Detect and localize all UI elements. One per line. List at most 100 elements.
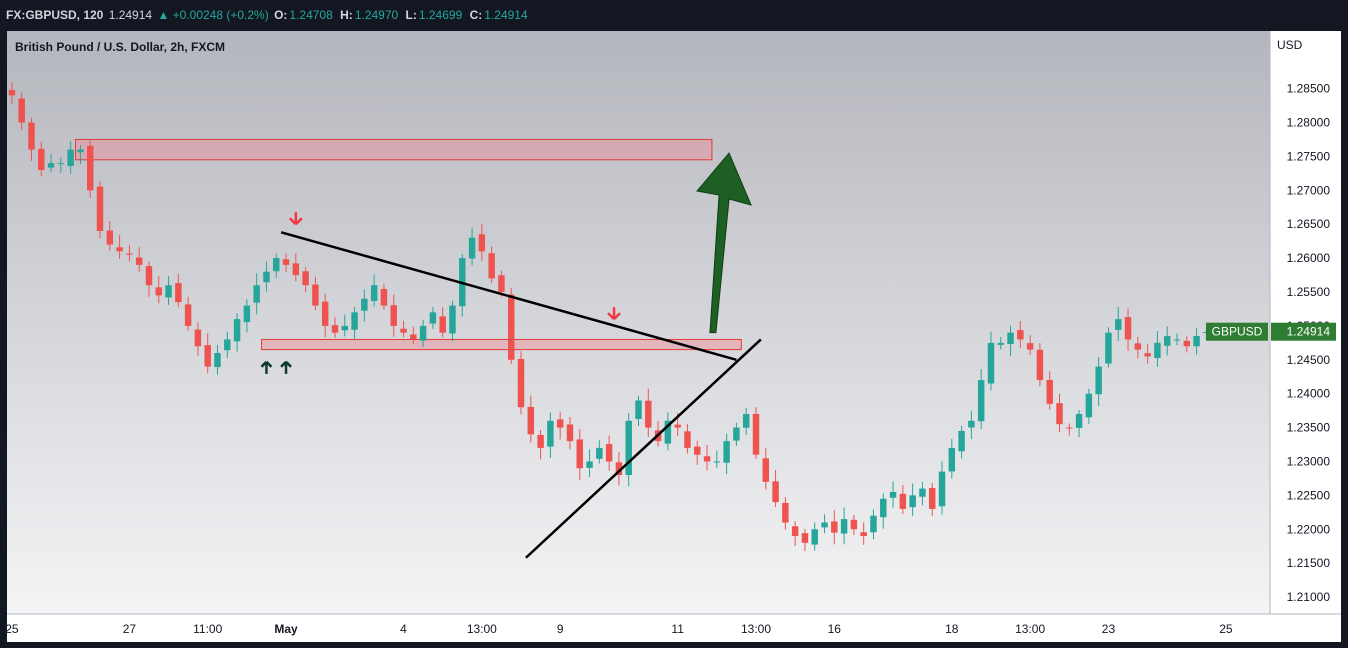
candle [507,288,515,365]
y-tick-label: 1.22500 [1287,488,1331,502]
candle [1095,357,1102,407]
candle [449,300,456,342]
y-tick-label: 1.28000 [1287,116,1331,130]
candle-body [635,400,642,419]
candle [880,493,887,529]
lower-trendline [525,338,762,559]
candle-body [410,334,417,340]
up-arrow [696,152,752,334]
candle-body [987,342,995,384]
candle [1124,308,1132,351]
candle-body [263,271,270,283]
candle [958,425,965,459]
candle-body [361,298,368,311]
candle-body [488,253,495,279]
candle [1163,326,1171,356]
candle-body [292,263,300,276]
candle-body [390,305,397,326]
candle [713,450,721,468]
symbol-header: FX:GBPUSD, 120 1.24914 ▲ +0.00248 (+0.2%… [0,0,1348,31]
candle [889,481,897,508]
candle-body [243,305,251,323]
candle [1154,331,1161,367]
y-tick-label: 1.27500 [1287,149,1331,163]
x-tick-label: 9 [557,622,564,636]
sell-marker [607,307,621,320]
candle [106,221,114,251]
candle-body [1075,414,1083,428]
candle-body [165,285,172,298]
open-label: O: [274,8,288,22]
candle [410,326,417,345]
candle-body [145,266,153,286]
y-tick-label: 1.26000 [1287,251,1331,265]
candle-body [723,441,730,463]
candle-body [928,488,936,509]
candle-body [507,294,515,360]
candle-body [1144,353,1151,357]
candle-body [273,258,280,272]
candle-body [331,325,339,333]
candle-body [1134,343,1142,350]
candle [390,294,397,337]
candle [341,314,349,337]
candle [1144,343,1151,364]
candle-body [919,488,926,497]
candle [321,293,329,338]
candle-body [1105,332,1112,364]
buy-marker [260,360,273,374]
candle [145,261,153,297]
candle [224,331,231,358]
candle [194,322,202,356]
support-zone [261,338,742,351]
candle-body [703,456,711,462]
candle [292,253,300,282]
candle-body [135,257,143,265]
symbol-tag-label: GBPUSD [1212,325,1263,339]
candle [439,307,446,338]
candle-body [400,328,407,333]
candle [429,307,437,329]
x-tick-label: May [274,622,298,636]
candle [273,253,280,278]
candle-body [28,122,35,150]
candle [850,515,858,536]
candle [96,180,104,239]
candle-body [517,358,525,408]
candle-body [204,345,211,367]
candle-body [77,149,84,153]
candle-body [586,461,593,468]
candle-body [224,339,231,351]
price-tag [1271,322,1336,341]
candle [1036,343,1044,387]
candle [664,412,672,451]
candle-body [733,427,740,441]
candle [312,276,319,311]
candle [586,449,593,478]
candle-body [772,481,779,503]
candle [840,507,848,545]
price-chart[interactable]: British Pound / U.S. Dollar, 2h, FXCM US… [0,31,1348,648]
candle-body [498,275,505,292]
x-tick-label: 25 [1219,622,1233,636]
symbol-label[interactable]: FX:GBPUSD, 120 [6,8,104,22]
candle [253,273,260,315]
candle-body [429,312,437,324]
candle [566,416,574,450]
candle-body [47,163,55,168]
candle [625,413,632,487]
candle [811,522,818,551]
candle-body [351,312,358,330]
candle-body [801,533,809,543]
y-tick-label: 1.27000 [1287,183,1331,197]
candle [57,157,65,173]
candle [1085,388,1093,424]
x-tick-label: 4 [400,622,407,636]
candle-body [889,491,897,498]
candle [831,510,838,545]
high-label: H: [340,8,353,22]
candle-body [958,430,965,452]
candle [605,435,613,471]
candle-body [811,529,818,545]
time-axis-background [7,614,1341,642]
